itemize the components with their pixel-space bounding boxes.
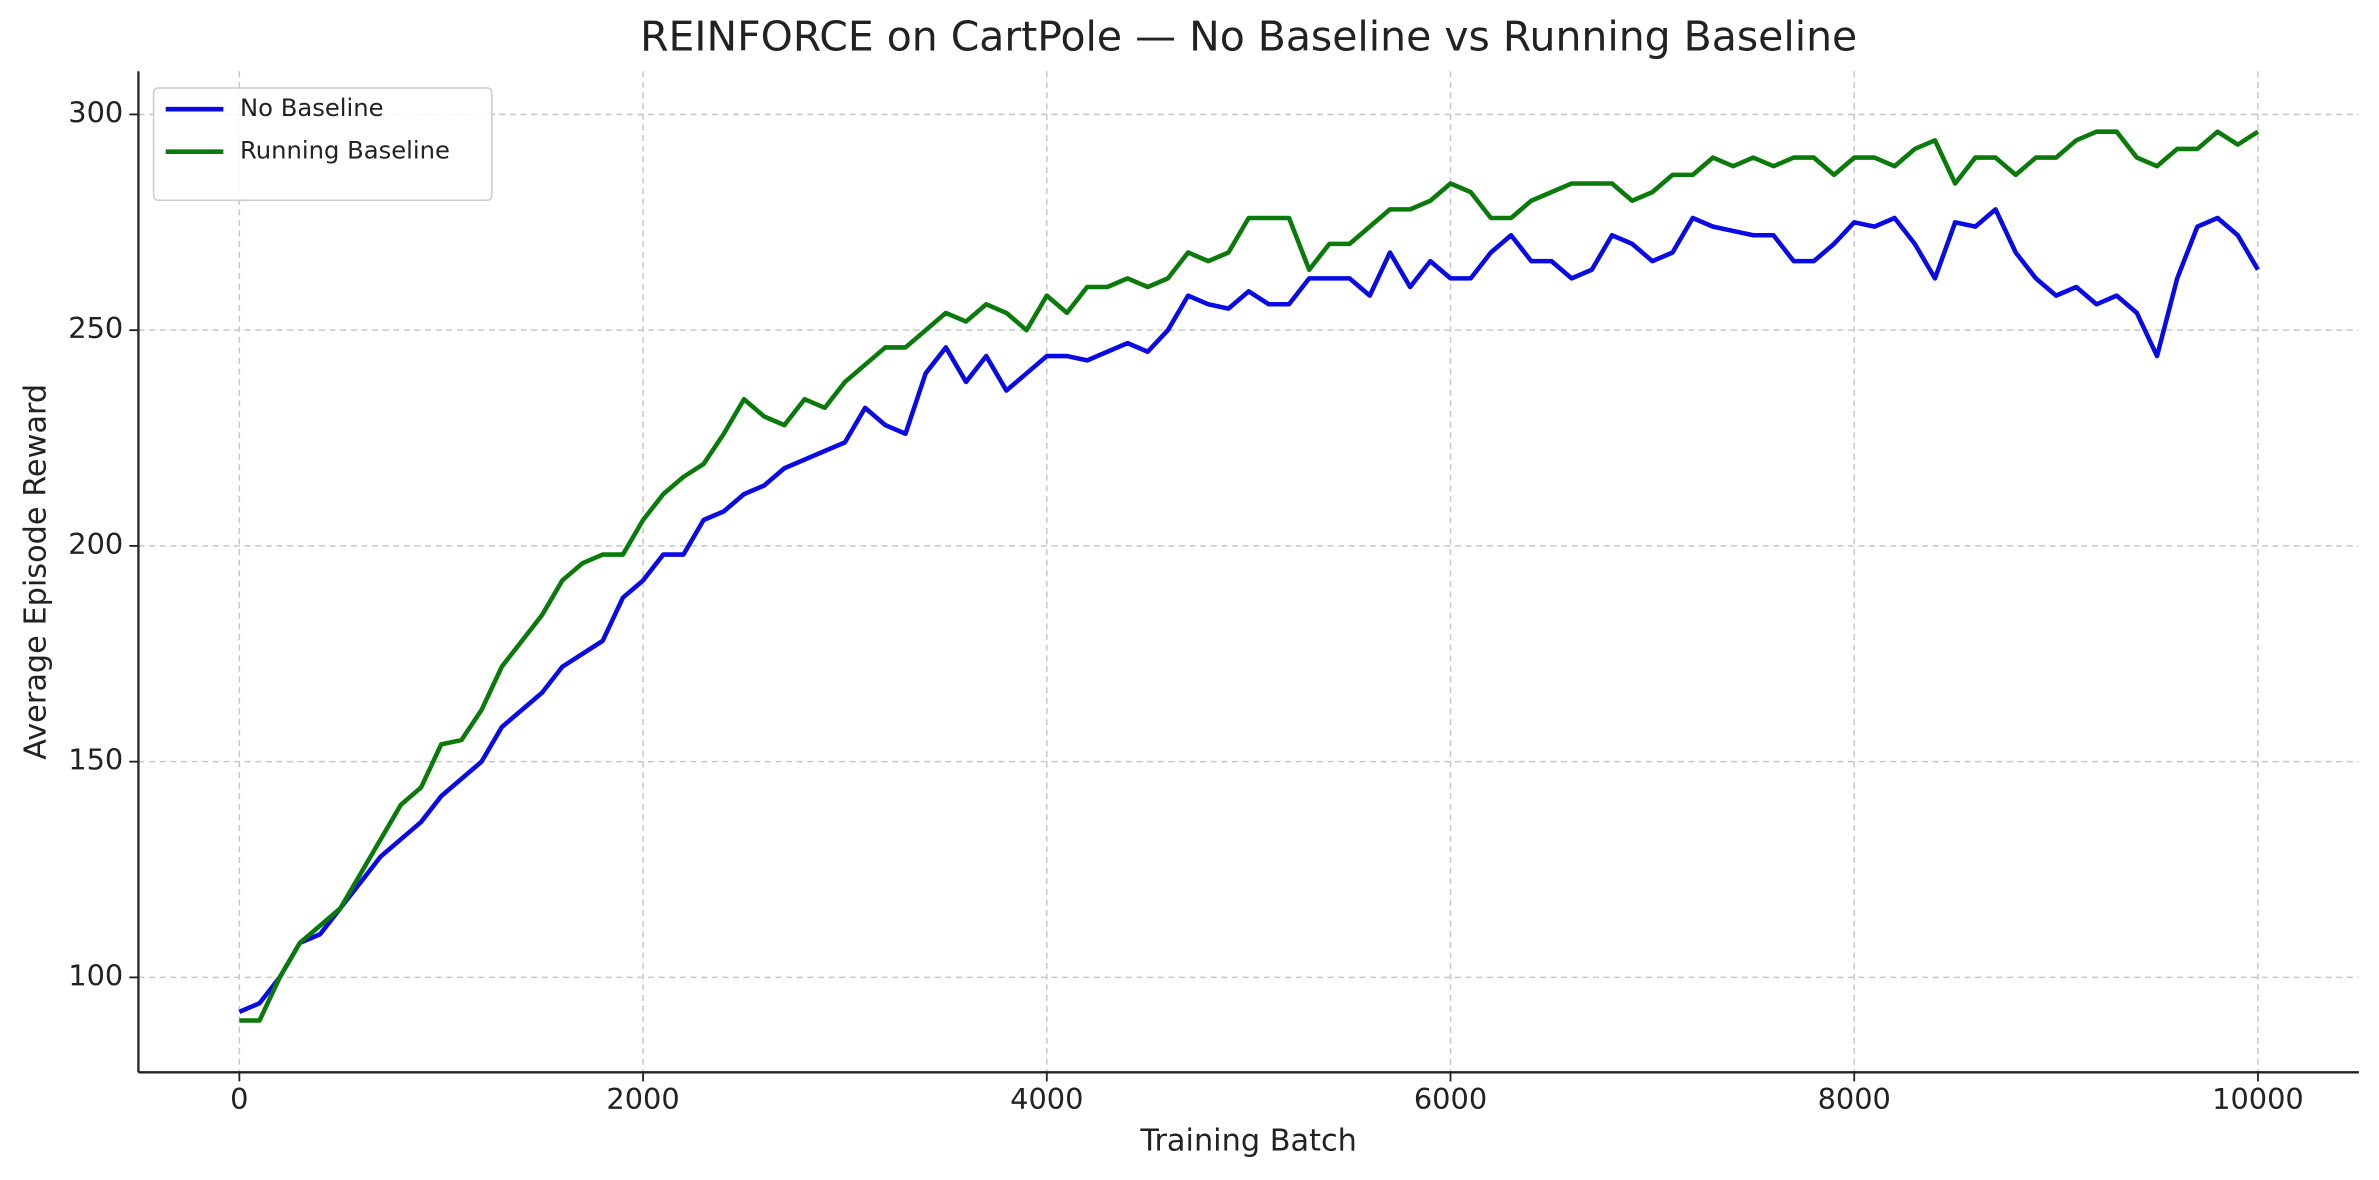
x-tick-label: 8000	[1818, 1082, 1891, 1116]
x-tick-label: 0	[230, 1082, 248, 1116]
legend: No Baseline Running Baseline	[152, 87, 493, 201]
x-axis-label: Training Batch	[1139, 1124, 1357, 1159]
y-tick-label: 150	[68, 743, 123, 777]
data-line	[239, 129, 2260, 1023]
y-tick-label: 200	[68, 527, 123, 561]
x-tick-label: 2000	[606, 1082, 679, 1116]
x-tick-label: 4000	[1010, 1082, 1083, 1116]
y-tick-label: 250	[68, 311, 123, 345]
x-tick-label: 10000	[2212, 1082, 2304, 1116]
legend-label: No Baseline	[240, 93, 383, 122]
y-axis-label: Average Episode Reward	[18, 384, 53, 760]
x-tick-label: 6000	[1414, 1082, 1487, 1116]
legend-box	[152, 87, 493, 201]
legend-label: Running Baseline	[240, 136, 450, 165]
y-tick-label: 300	[68, 95, 123, 129]
data-line	[238, 207, 2260, 1014]
y-tick-label: 100	[68, 958, 123, 992]
chart-title: REINFORCE on CartPole — No Baseline vs R…	[640, 12, 1857, 60]
